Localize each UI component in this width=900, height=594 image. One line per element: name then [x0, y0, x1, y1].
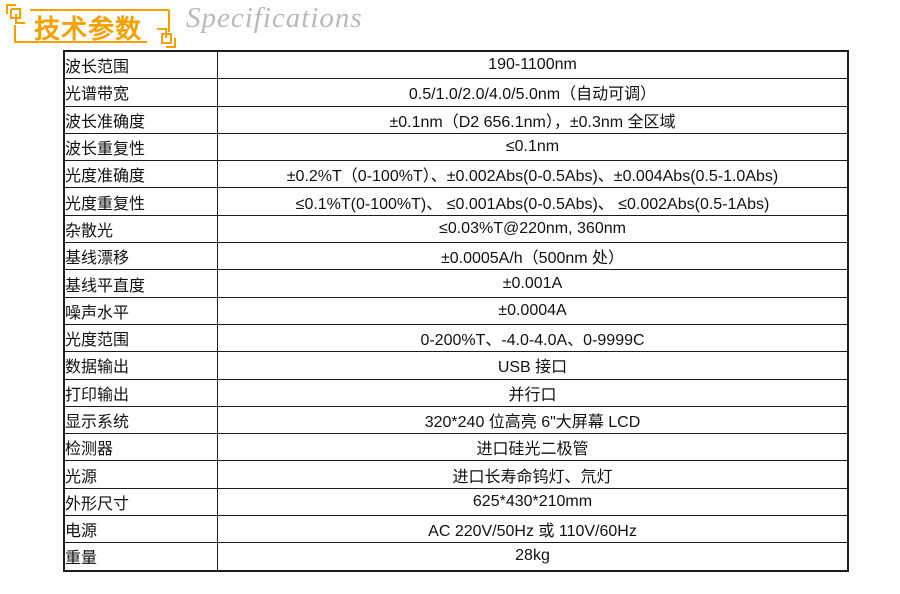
- spec-label: 光谱带宽: [63, 78, 218, 107]
- table-row: 数据输出 USB 接口: [63, 351, 849, 380]
- table-row: 打印输出 并行口: [63, 378, 849, 407]
- table-row: 光源 进口长寿命钨灯、氘灯: [63, 460, 849, 489]
- spec-value: 28kg: [217, 542, 849, 572]
- fret-ornament-icon: [6, 4, 25, 24]
- spec-value: 0.5/1.0/2.0/4.0/5.0nm（自动可调）: [217, 78, 849, 107]
- spec-value: ≤0.1nm: [217, 132, 849, 162]
- table-row: 光度范围 0-200%T、-4.0-4.0A、0-9999C: [63, 323, 849, 353]
- table-row: 显示系统 320*240 位高亮 6"大屏幕 LCD: [63, 405, 849, 435]
- spec-label: 波长准确度: [63, 105, 218, 134]
- spec-table-body: 波长范围 190-1100nm 光谱带宽 0.5/1.0/2.0/4.0/5.0nm（…: [63, 50, 849, 572]
- spec-label: 波长重复性: [63, 132, 218, 162]
- spec-label: 光度范围: [63, 323, 218, 353]
- spec-label: 外形尺寸: [63, 487, 218, 517]
- spec-value: USB 接口: [217, 351, 849, 380]
- table-row: 光谱带宽 0.5/1.0/2.0/4.0/5.0nm（自动可调）: [63, 78, 849, 107]
- spec-value: ±0.1nm（D2 656.1nm），±0.3nm 全区域: [217, 105, 849, 134]
- table-row: 噪声水平 ±0.0004A: [63, 296, 849, 325]
- table-row: 电源 AC 220V/50Hz 或 110V/60Hz: [63, 515, 849, 544]
- spec-label: 打印输出: [63, 378, 218, 407]
- section-header: 技术参数 Specifications: [0, 0, 900, 48]
- spec-value: ±0.001A: [217, 269, 849, 298]
- table-row: 波长准确度 ±0.1nm（D2 656.1nm），±0.3nm 全区域: [63, 105, 849, 134]
- spec-label: 噪声水平: [63, 296, 218, 325]
- spec-label: 电源: [63, 515, 218, 544]
- spec-value: ±0.2%T（0-100%T）、±0.002Abs(0-0.5Abs)、±0.0…: [217, 160, 849, 189]
- table-row: 基线漂移 ±0.0005A/h（500nm 处）: [63, 242, 849, 271]
- spec-value: 625*430*210mm: [217, 487, 849, 517]
- spec-value: 并行口: [217, 378, 849, 407]
- spec-value: ≤0.1%T(0-100%T)、 ≤0.001Abs(0-0.5Abs)、 ≤0…: [217, 187, 849, 216]
- spec-value: ±0.0004A: [217, 296, 849, 325]
- table-row: 外形尺寸 625*430*210mm: [63, 487, 849, 517]
- spec-value: 0-200%T、-4.0-4.0A、0-9999C: [217, 323, 849, 353]
- title-frame-ornament-icon: [6, 4, 176, 48]
- spec-label: 杂散光: [63, 214, 218, 244]
- page-subtitle: Specifications: [186, 2, 363, 34]
- spec-label: 重量: [63, 542, 218, 572]
- spec-label: 检测器: [63, 433, 218, 462]
- spec-value: 190-1100nm: [217, 50, 849, 80]
- table-row: 光度重复性 ≤0.1%T(0-100%T)、 ≤0.001Abs(0-0.5Abs…: [63, 187, 849, 216]
- spec-label: 波长范围: [63, 50, 218, 80]
- spec-label: 光源: [63, 460, 218, 489]
- spec-label: 光度重复性: [63, 187, 218, 216]
- spec-label: 数据输出: [63, 351, 218, 380]
- spec-label: 光度准确度: [63, 160, 218, 189]
- table-row: 杂散光 ≤0.03%T@220nm, 360nm: [63, 214, 849, 244]
- table-row: 检测器 进口硅光二极管: [63, 433, 849, 462]
- spec-value: 320*240 位高亮 6"大屏幕 LCD: [217, 405, 849, 435]
- page-title: 技术参数: [33, 14, 142, 44]
- spec-label: 显示系统: [63, 405, 218, 435]
- spec-value: 进口长寿命钨灯、氘灯: [217, 460, 849, 489]
- table-row: 基线平直度 ±0.001A: [63, 269, 849, 298]
- spec-table: 波长范围 190-1100nm 光谱带宽 0.5/1.0/2.0/4.0/5.0nm（…: [63, 50, 849, 572]
- spec-value: AC 220V/50Hz 或 110V/60Hz: [217, 515, 849, 544]
- table-row: 重量 28kg: [63, 542, 849, 572]
- fret-ornament-icon: [157, 28, 176, 48]
- spec-value: ≤0.03%T@220nm, 360nm: [217, 214, 849, 244]
- spec-value: ±0.0005A/h（500nm 处）: [217, 242, 849, 271]
- table-row: 波长范围 190-1100nm: [63, 50, 849, 80]
- spec-label: 基线平直度: [63, 269, 218, 298]
- spec-label: 基线漂移: [63, 242, 218, 271]
- spec-value: 进口硅光二极管: [217, 433, 849, 462]
- table-row: 波长重复性 ≤0.1nm: [63, 132, 849, 162]
- table-row: 光度准确度 ±0.2%T（0-100%T）、±0.002Abs(0-0.5Abs)…: [63, 160, 849, 189]
